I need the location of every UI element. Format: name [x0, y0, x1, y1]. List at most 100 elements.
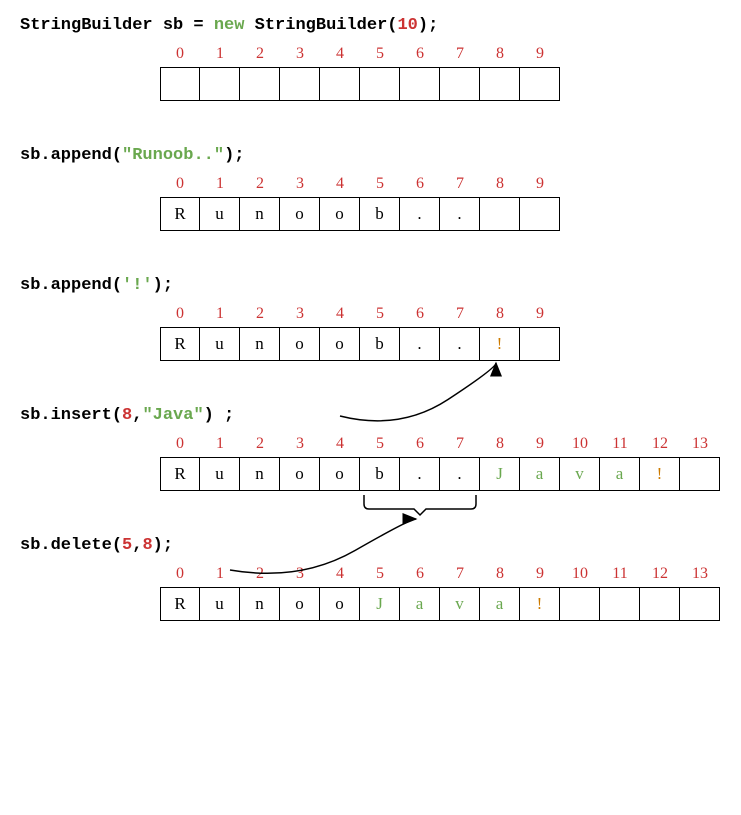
code-token: sb.append(	[20, 146, 122, 165]
code-line: StringBuilder sb = new StringBuilder(10)…	[20, 16, 731, 35]
index-row: 012345678910111213	[160, 435, 731, 453]
index-label: 3	[280, 435, 320, 453]
code-token: 8	[122, 406, 132, 425]
cell-row	[160, 67, 731, 101]
index-label: 11	[600, 565, 640, 583]
index-label: 12	[640, 435, 680, 453]
index-label: 5	[360, 565, 400, 583]
array-cell: a	[600, 457, 640, 491]
array-cell: o	[320, 327, 360, 361]
array-cell: a	[520, 457, 560, 491]
array-cell: !	[520, 587, 560, 621]
array-cell: R	[160, 197, 200, 231]
cell-row: Runoob..!	[160, 327, 731, 361]
array-cell	[520, 197, 560, 231]
code-line: sb.insert(8,"Java") ;	[20, 406, 731, 425]
array-cell: u	[200, 587, 240, 621]
step-block: StringBuilder sb = new StringBuilder(10)…	[20, 16, 731, 101]
code-line: sb.append("Runoob..");	[20, 146, 731, 165]
array-cell: a	[400, 587, 440, 621]
index-label: 5	[360, 305, 400, 323]
code-line: sb.append('!');	[20, 276, 731, 295]
code-token: );	[418, 16, 438, 35]
array-cell: o	[280, 327, 320, 361]
array-cell	[240, 67, 280, 101]
code-token: sb.append(	[20, 276, 122, 295]
cell-row: Runoob..	[160, 197, 731, 231]
index-label: 7	[440, 45, 480, 63]
index-label: 9	[520, 435, 560, 453]
index-row: 0123456789	[160, 45, 731, 63]
array-cell: v	[560, 457, 600, 491]
array-cell: n	[240, 327, 280, 361]
code-token: '!'	[122, 276, 153, 295]
array-cell	[280, 67, 320, 101]
array-cell: !	[480, 327, 520, 361]
index-label: 6	[400, 305, 440, 323]
array-cell	[600, 587, 640, 621]
index-label: 9	[520, 565, 560, 583]
array-cell	[560, 587, 600, 621]
index-label: 1	[200, 175, 240, 193]
array-cell: n	[240, 197, 280, 231]
index-row: 012345678910111213	[160, 565, 731, 583]
index-label: 4	[320, 175, 360, 193]
array-cell: n	[240, 587, 280, 621]
array-cell	[480, 67, 520, 101]
code-token: sb.insert(	[20, 406, 122, 425]
array-cell: o	[320, 457, 360, 491]
code-token: new	[214, 16, 245, 35]
index-label: 6	[400, 565, 440, 583]
array-cell: R	[160, 327, 200, 361]
index-label: 10	[560, 435, 600, 453]
code-token: 10	[397, 16, 417, 35]
step-block: sb.insert(8,"Java") ;012345678910111213R…	[20, 406, 731, 491]
array-cell	[200, 67, 240, 101]
array-cell	[520, 327, 560, 361]
array-cell: o	[320, 587, 360, 621]
array-cell: J	[480, 457, 520, 491]
index-label: 6	[400, 45, 440, 63]
array-cell: !	[640, 457, 680, 491]
code-token: 8	[142, 536, 152, 555]
index-label: 11	[600, 435, 640, 453]
array-cell: b	[360, 457, 400, 491]
index-label: 2	[240, 565, 280, 583]
index-label: 2	[240, 305, 280, 323]
array-cell: R	[160, 457, 200, 491]
index-label: 6	[400, 175, 440, 193]
array-wrap: 0123456789	[160, 45, 731, 101]
index-label: 4	[320, 305, 360, 323]
index-label: 8	[480, 565, 520, 583]
array-wrap: 0123456789 Runoob..!	[160, 305, 731, 361]
index-label: 2	[240, 45, 280, 63]
array-wrap: 012345678910111213Runoob..Java!	[160, 435, 731, 491]
index-label: 7	[440, 435, 480, 453]
code-token: );	[153, 536, 173, 555]
index-label: 7	[440, 175, 480, 193]
array-cell	[360, 67, 400, 101]
index-row: 0123456789	[160, 305, 731, 323]
index-label: 9	[520, 175, 560, 193]
index-label: 8	[480, 305, 520, 323]
index-label: 8	[480, 45, 520, 63]
array-wrap: 012345678910111213RunooJava!	[160, 565, 731, 621]
index-label: 6	[400, 435, 440, 453]
index-label: 0	[160, 435, 200, 453]
index-label: 0	[160, 45, 200, 63]
array-cell: v	[440, 587, 480, 621]
array-cell	[680, 587, 720, 621]
array-cell	[440, 67, 480, 101]
array-cell: o	[320, 197, 360, 231]
array-cell: u	[200, 327, 240, 361]
array-cell: .	[440, 327, 480, 361]
array-wrap: 0123456789Runoob..	[160, 175, 731, 231]
array-cell: u	[200, 197, 240, 231]
index-label: 4	[320, 565, 360, 583]
array-cell: o	[280, 587, 320, 621]
index-label: 9	[520, 305, 560, 323]
step-block: sb.append("Runoob..");0123456789Runoob..	[20, 146, 731, 231]
code-token: );	[153, 276, 173, 295]
array-cell: u	[200, 457, 240, 491]
code-token: sb.delete(	[20, 536, 122, 555]
